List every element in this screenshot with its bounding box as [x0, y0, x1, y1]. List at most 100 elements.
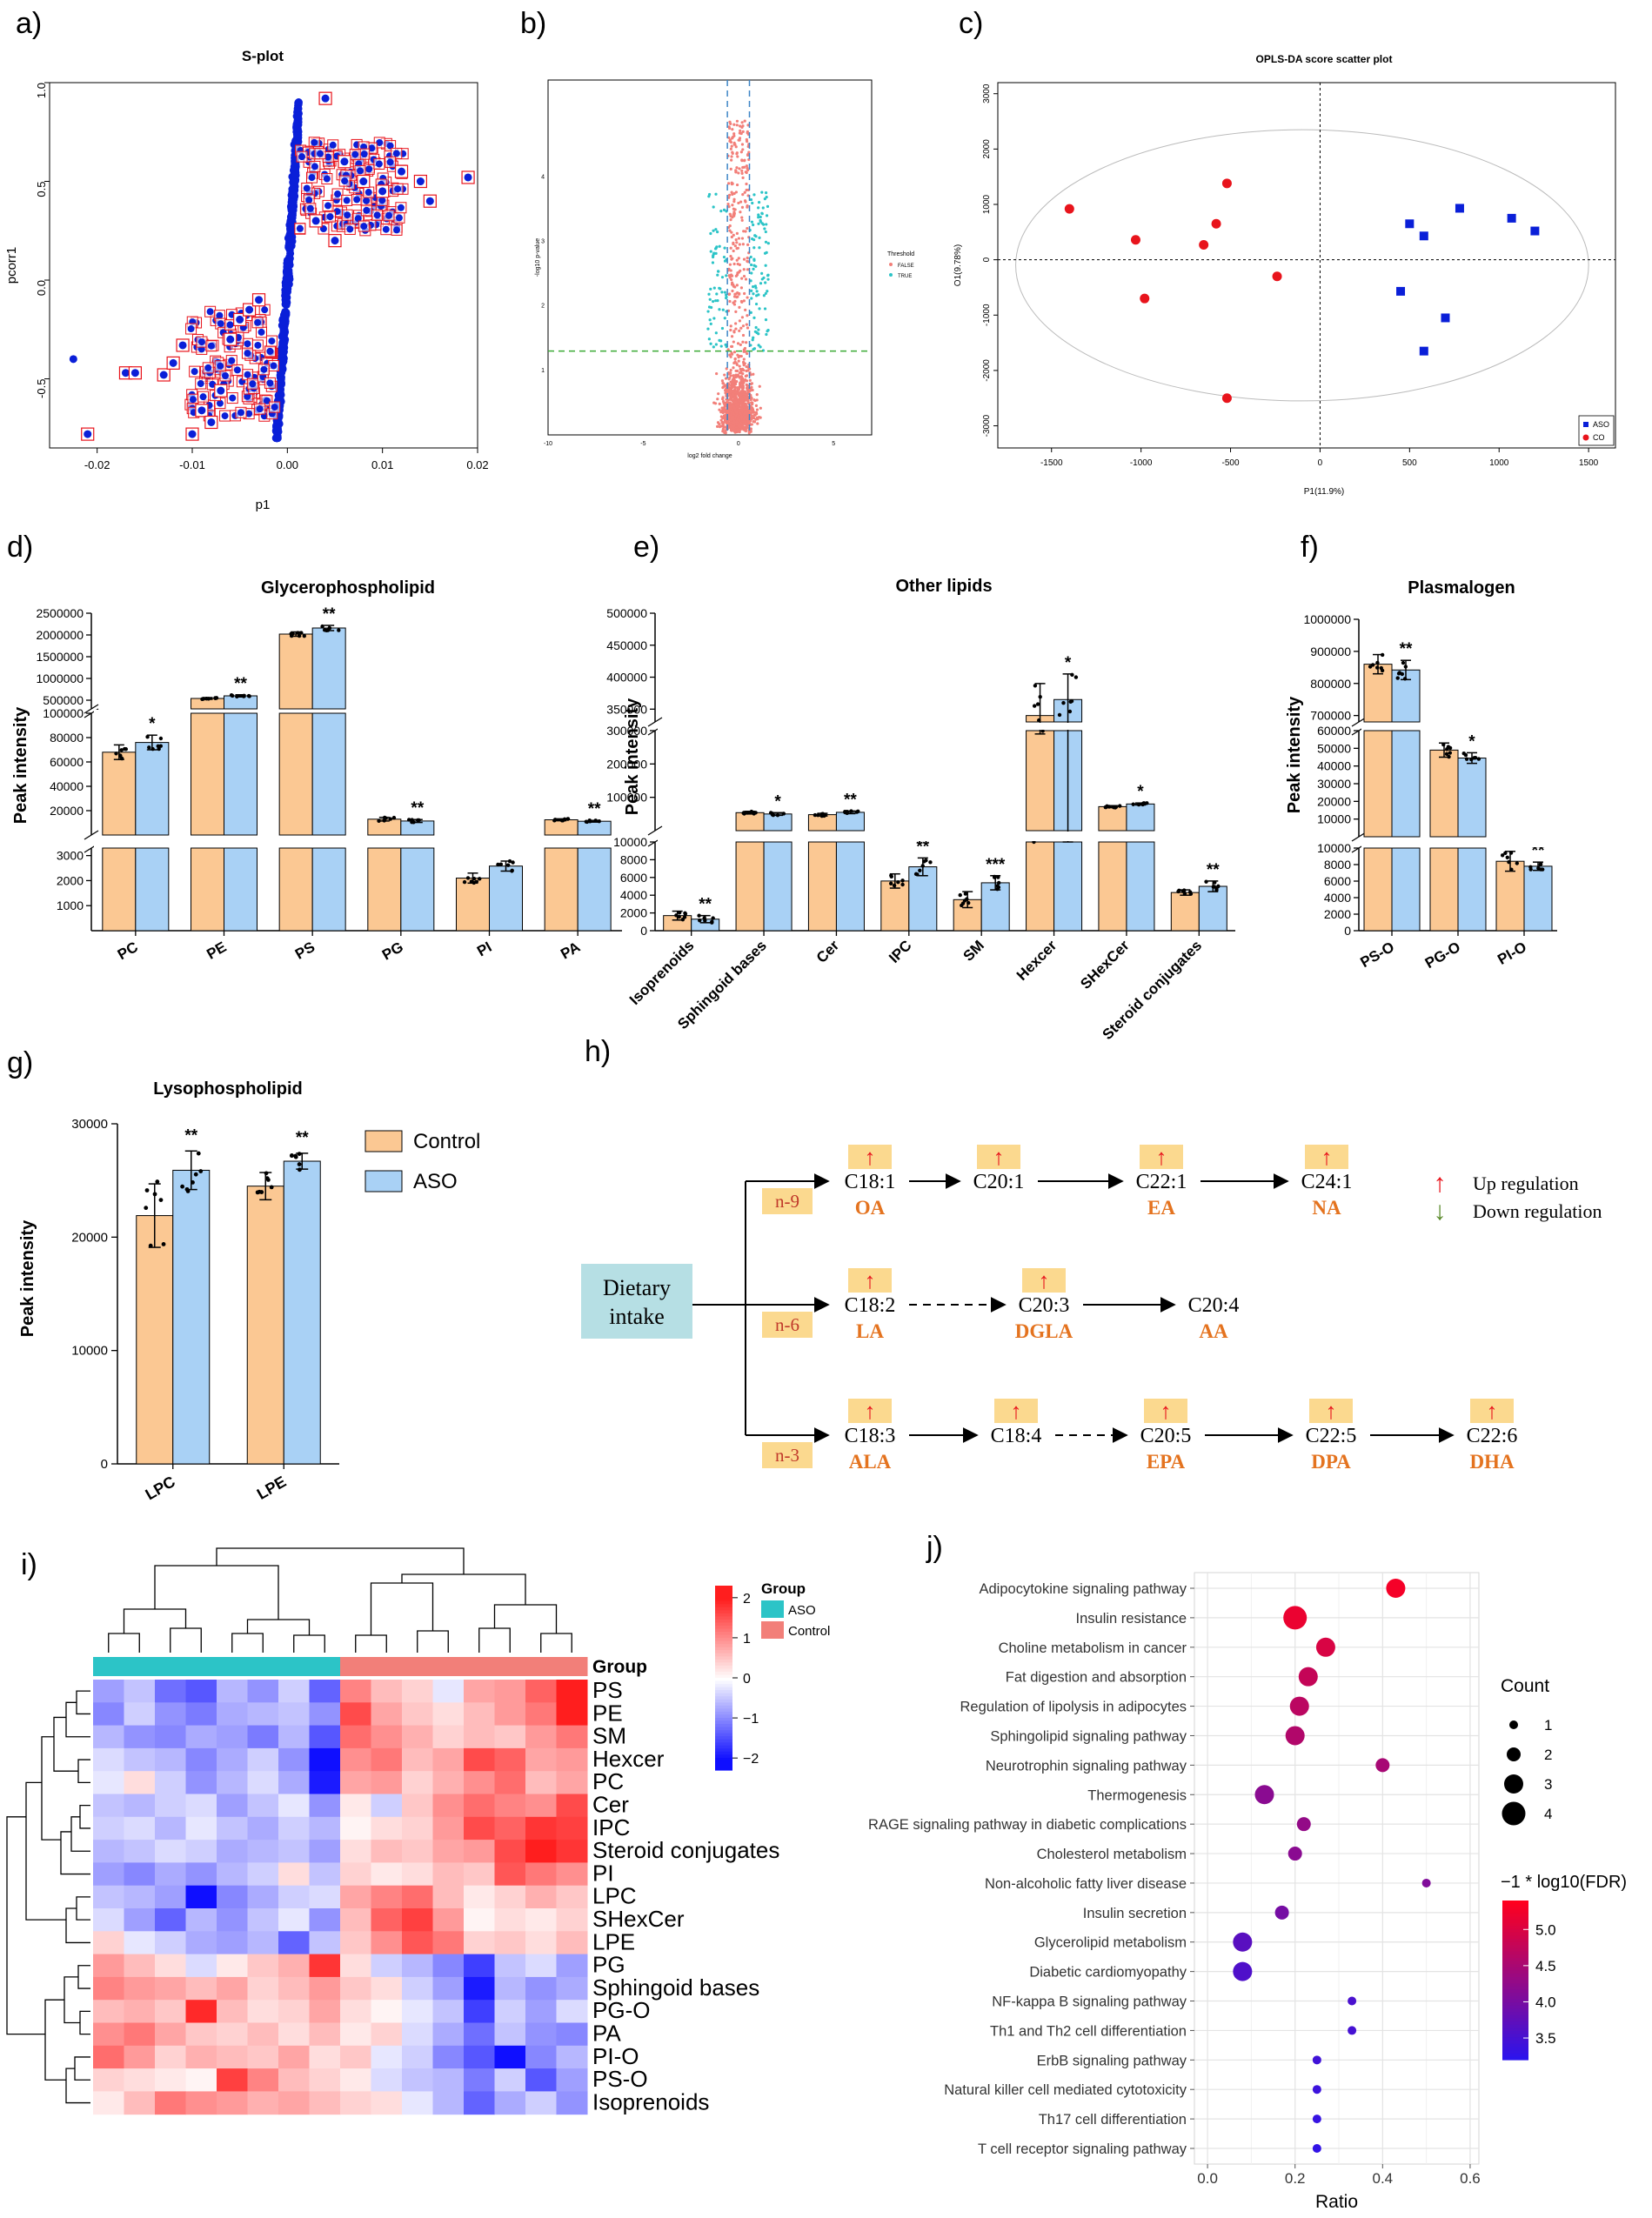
b-point: [742, 418, 746, 421]
b-point: [738, 408, 741, 411]
b-point: [739, 286, 744, 290]
h-node-n6: C20:3: [1019, 1294, 1070, 1317]
j-size-legend-label: 2: [1544, 1747, 1552, 1763]
b-point: [754, 404, 759, 407]
b-point: [714, 299, 718, 303]
i-heat-cell: [494, 2068, 526, 2092]
i-heat-cell: [309, 2068, 341, 2092]
panel-label-f: f): [1301, 531, 1319, 564]
d-ytick-label: 100000: [43, 706, 84, 720]
i-heat-cell: [525, 1908, 557, 1932]
c-xtick-label: 1000: [1489, 458, 1509, 468]
b-point: [752, 347, 757, 351]
i-scale-cell: [715, 1678, 732, 1682]
i-scale-cell: [715, 1693, 732, 1697]
i-heat-cell: [309, 1747, 341, 1772]
b-point: [754, 325, 758, 330]
e-bar-control: [1098, 805, 1127, 832]
i-group-cell: [155, 1657, 186, 1676]
i-scale-cell: [715, 1720, 732, 1725]
e-significance: ***: [986, 856, 1006, 874]
i-heat-cell: [494, 2022, 526, 2047]
i-heat-cell: [247, 2045, 279, 2069]
j-pathway-dot: [1421, 1878, 1431, 1887]
b-point: [720, 420, 725, 424]
i-heat-cell: [247, 1816, 279, 1841]
b-point: [730, 335, 734, 338]
i-group-cell: [217, 1657, 248, 1676]
b-point: [740, 300, 744, 304]
j-color-bar-cell: [1502, 1922, 1528, 1927]
c-ytick-label: 0: [982, 257, 992, 262]
j-color-bar-cell: [1502, 1976, 1528, 1981]
e-sample-dot: [710, 920, 714, 925]
i-heat-cell: [340, 1771, 371, 1794]
i-heat-cell: [432, 1702, 465, 1727]
b-point: [733, 417, 737, 420]
b-point: [727, 267, 731, 271]
j-pathway-label: Neurotrophin signaling pathway: [986, 1758, 1187, 1774]
b-point: [718, 308, 721, 311]
d-sample-dot: [406, 818, 411, 822]
e-sample-dot: [683, 912, 688, 916]
c-ytick-label: -1000: [982, 304, 992, 326]
a-ytick-label: 0.5: [35, 182, 48, 197]
a-point: [392, 150, 400, 157]
c-point-aso: [1405, 219, 1415, 229]
i-heat-cell: [309, 1885, 341, 1909]
a-point: [425, 197, 434, 205]
b-point: [738, 305, 741, 310]
b-point: [734, 403, 738, 407]
i-scale-cell: [715, 1696, 732, 1700]
i-row-dendrogram: [60, 1831, 90, 1875]
j-pathway-dot: [1283, 1606, 1308, 1630]
i-heat-cell: [432, 2022, 465, 2047]
i-heat-cell: [278, 2022, 310, 2047]
b-point: [751, 338, 754, 342]
i-heat-cell: [494, 1840, 526, 1863]
i-heat-cell: [556, 2045, 588, 2069]
b-point: [737, 356, 740, 359]
h-node-n3: C20:5: [1140, 1425, 1192, 1447]
e-ytick-label: 100000: [606, 791, 647, 805]
a-point: [378, 187, 387, 196]
i-heat-cell: [124, 1725, 156, 1749]
a-point: [376, 138, 384, 146]
b-point: [737, 359, 740, 363]
i-heat-cell: [556, 1771, 588, 1794]
i-group-cell: [494, 1657, 526, 1676]
i-heat-cell: [556, 1885, 588, 1909]
i-heat-cell: [525, 1725, 557, 1749]
b-point: [733, 208, 737, 211]
a-point: [217, 386, 225, 395]
g-title: Lysophospholipid: [153, 1079, 302, 1099]
f-ytick-label: 800000: [1310, 677, 1351, 691]
b-point: [743, 199, 747, 203]
b-point: [759, 345, 762, 349]
f-sample-dot: [1375, 660, 1380, 665]
e-sample-dot: [1213, 880, 1217, 885]
j-xtick-label: 0.6: [1460, 2170, 1481, 2187]
i-heat-cell: [247, 1680, 279, 1703]
i-heat-cell: [278, 1816, 310, 1841]
b-point: [729, 218, 732, 222]
panel-label-e: e): [633, 531, 659, 564]
e-significance: **: [699, 896, 712, 914]
i-scale-label: −2: [743, 1752, 759, 1767]
i-heat-cell: [525, 1816, 557, 1841]
j-color-bar-cell: [1502, 1919, 1528, 1924]
i-heat-cell: [556, 1862, 588, 1887]
b-ytick-label: 1: [541, 368, 545, 374]
j-xtick-label: 0.2: [1285, 2170, 1306, 2187]
i-heat-cell: [464, 1954, 495, 1978]
j-pathway-dot: [1348, 2026, 1357, 2035]
i-heat-cell: [525, 1794, 557, 1818]
i-scale-cell: [715, 1594, 732, 1599]
b-point: [739, 150, 743, 154]
b-point: [759, 416, 762, 419]
f-ytick-label: 700000: [1310, 709, 1351, 723]
i-heat-cell: [402, 1976, 433, 2001]
a-ytick-label: 1.0: [35, 83, 48, 98]
d-bar-control: [191, 712, 224, 836]
d-bar-aso: [135, 742, 170, 836]
